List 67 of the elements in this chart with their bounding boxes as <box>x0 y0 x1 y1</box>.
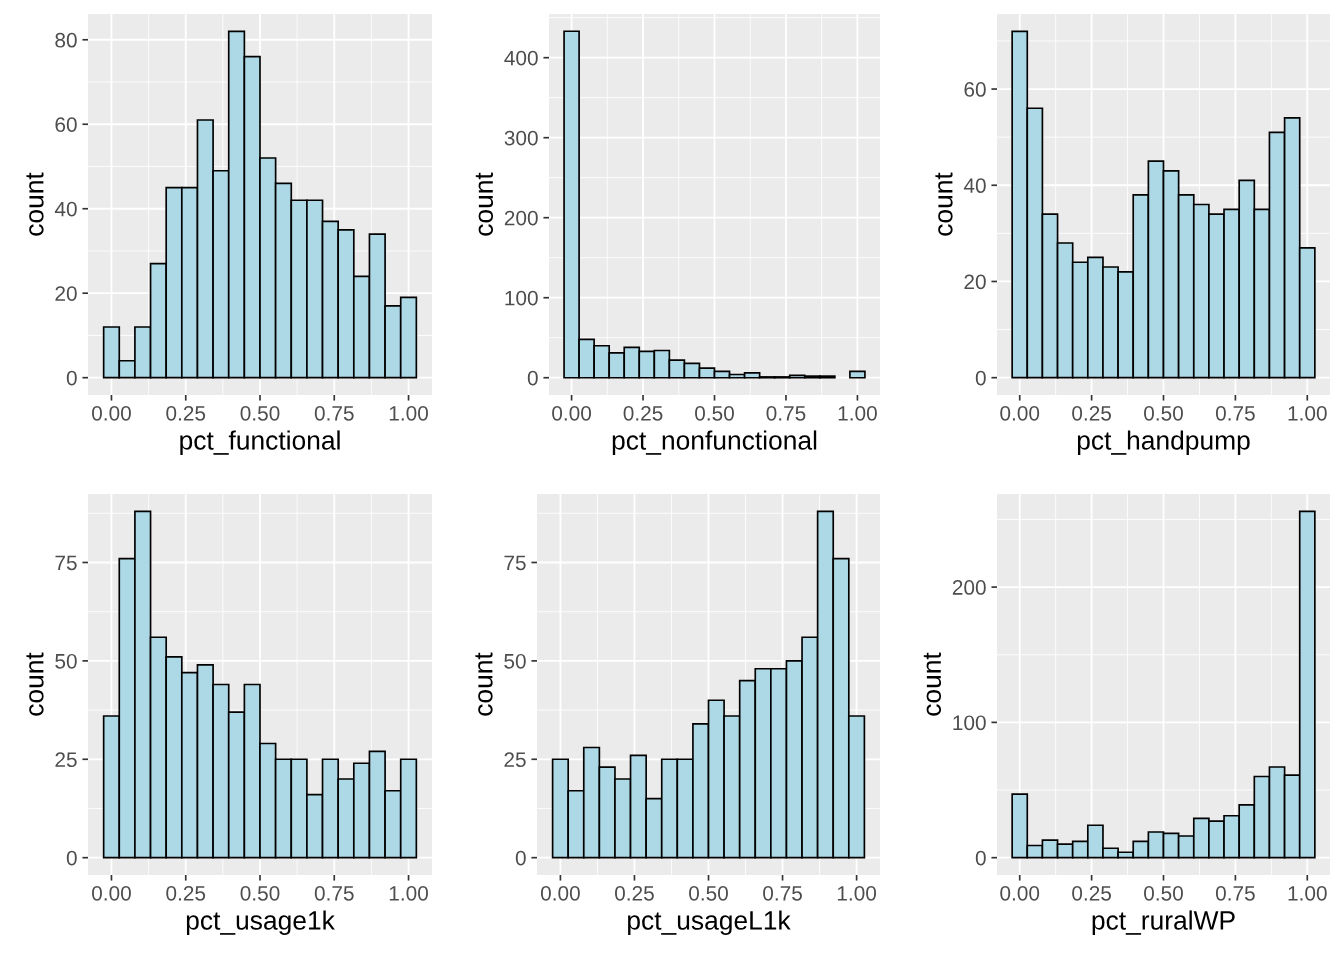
x-tick-label: 1.00 <box>838 405 877 421</box>
x-tick-label: 0.25 <box>1072 885 1112 901</box>
x-tick-label: 0.50 <box>1144 885 1183 901</box>
x-tick-label: 0.75 <box>1215 405 1255 421</box>
x-tick-label: 1.00 <box>1288 885 1327 901</box>
y-tick-label: 0 <box>975 850 986 866</box>
y-tick-label: 300 <box>504 130 538 146</box>
y-tick-label: 0 <box>527 370 538 386</box>
y-tick-label: 25 <box>55 752 77 768</box>
x-tick-label: 0.00 <box>1000 885 1040 901</box>
x-tick-label: 0.25 <box>614 885 654 901</box>
x-tick-label: 1.00 <box>389 885 428 901</box>
y-tick-label: 200 <box>952 580 986 595</box>
x-tick-label: 0.75 <box>763 885 802 901</box>
x-tick-label: 0.00 <box>92 405 131 421</box>
x-axis-title: pct_nonfunctional <box>612 430 817 455</box>
y-tick-label: 60 <box>964 82 986 97</box>
y-tick-label: 50 <box>504 653 526 669</box>
x-tick-label: 0.00 <box>92 885 131 901</box>
y-tick-label: 25 <box>504 752 526 768</box>
y-tick-label: 400 <box>504 50 538 66</box>
y-axis-title: count <box>475 652 493 716</box>
y-tick-label: 100 <box>953 715 986 731</box>
y-tick-label: 75 <box>504 555 526 571</box>
x-axis-title: pct_functional <box>180 430 340 455</box>
y-tick-label: 40 <box>963 178 986 194</box>
x-tick-label: 0.25 <box>1072 405 1112 421</box>
y-tick-label: 80 <box>55 32 77 48</box>
y-tick-label: 50 <box>55 653 77 669</box>
x-tick-label: 0.50 <box>695 405 734 421</box>
y-axis-title: count <box>26 652 44 716</box>
x-tick-label: 0.75 <box>1215 885 1255 901</box>
y-tick-label: 20 <box>964 274 986 290</box>
x-tick-label: 1.00 <box>837 885 877 901</box>
x-tick-label: 0.00 <box>552 405 592 421</box>
x-tick-label: 0.25 <box>623 405 663 421</box>
y-tick-label: 0 <box>975 370 986 386</box>
y-tick-label: 0 <box>66 370 77 386</box>
y-axis-title: count <box>923 652 942 716</box>
x-tick-label: 0.75 <box>766 405 806 421</box>
x-tick-label: 0.50 <box>240 885 280 901</box>
y-tick-label: 0 <box>66 850 77 866</box>
y-axis-title: count <box>935 172 953 236</box>
x-tick-label: 0.00 <box>540 885 580 901</box>
x-tick-label: 0.50 <box>240 405 280 421</box>
y-tick-label: 60 <box>55 117 77 132</box>
x-tick-label: 0.25 <box>166 885 206 901</box>
x-axis-title: pct_handpump <box>1077 430 1250 455</box>
x-tick-label: 1.00 <box>1288 405 1327 421</box>
y-axis-title: count <box>475 172 494 236</box>
x-axis-title: pct_ruralWP <box>1092 910 1235 935</box>
x-tick-label: 1.00 <box>389 405 428 421</box>
x-axis-title: pct_usageL1k <box>628 910 791 935</box>
y-axis-title: count <box>26 172 44 236</box>
y-tick-label: 40 <box>54 201 77 217</box>
x-axis-title: pct_usage1k <box>186 910 335 935</box>
x-tick-label: 0.75 <box>314 405 354 421</box>
x-tick-label: 0.50 <box>689 885 728 901</box>
y-tick-label: 20 <box>55 286 77 301</box>
x-tick-label: 0.50 <box>1144 405 1183 421</box>
x-tick-label: 0.75 <box>314 885 354 901</box>
y-tick-label: 200 <box>504 210 538 226</box>
y-tick-label: 100 <box>505 290 538 306</box>
x-tick-label: 0.00 <box>1000 405 1040 421</box>
y-tick-label: 75 <box>55 555 77 571</box>
y-tick-label: 0 <box>515 850 526 866</box>
x-tick-label: 0.25 <box>166 405 206 421</box>
